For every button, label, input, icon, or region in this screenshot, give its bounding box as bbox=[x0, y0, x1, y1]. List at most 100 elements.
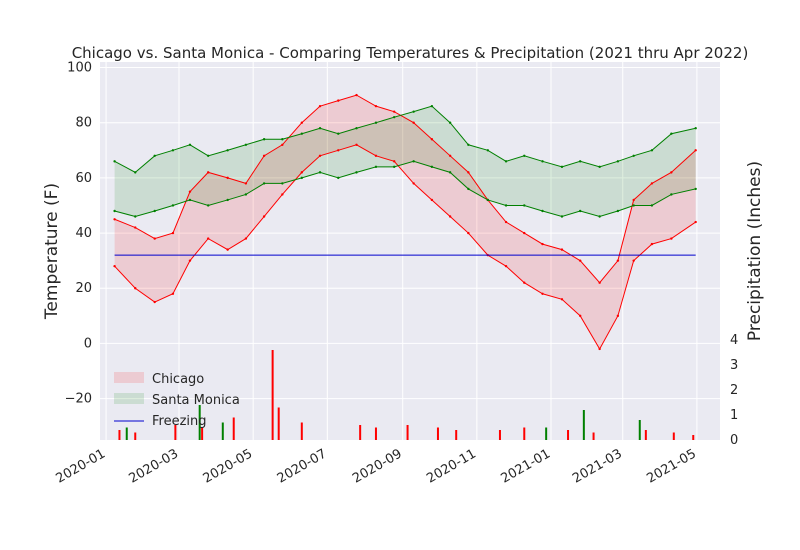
y-tick-label: 40 bbox=[75, 226, 92, 241]
point-high-santa-monica bbox=[262, 138, 266, 141]
point-low-chicago bbox=[300, 171, 304, 174]
precip-bar-chicago bbox=[592, 432, 595, 440]
point-low-chicago bbox=[504, 264, 508, 268]
point-high-santa-monica bbox=[467, 143, 470, 146]
y-axis-ticks: −20 0 20 40 60 80 100 bbox=[65, 61, 92, 407]
point-low-chicago bbox=[598, 347, 601, 351]
point-low-chicago bbox=[467, 231, 470, 235]
band-santa-monica bbox=[114, 106, 696, 217]
y-tick-label: 20 bbox=[75, 281, 92, 296]
point-high-chicago bbox=[467, 171, 470, 174]
point-low-santa-monica bbox=[281, 182, 284, 185]
point-high-chicago bbox=[374, 104, 378, 108]
point-low-santa-monica bbox=[337, 176, 340, 180]
point-high-chicago bbox=[206, 171, 210, 174]
precip-bar-chicago bbox=[374, 427, 377, 440]
point-high-santa-monica bbox=[486, 149, 490, 152]
point-low-santa-monica bbox=[448, 171, 452, 174]
point-high-santa-monica bbox=[523, 154, 526, 158]
point-low-chicago bbox=[153, 300, 156, 304]
legend-swatch-chicago bbox=[114, 372, 144, 383]
point-low-chicago bbox=[244, 237, 248, 240]
point-low-chicago bbox=[171, 292, 175, 295]
line-high-santa-monica bbox=[114, 105, 696, 173]
point-low-chicago bbox=[355, 143, 358, 146]
point-low-santa-monica bbox=[523, 204, 526, 207]
point-low-chicago bbox=[523, 281, 526, 284]
y2-axis-label: Precipitation (Inches) bbox=[745, 161, 765, 341]
precip-bar-chicago bbox=[692, 435, 695, 440]
point-low-santa-monica bbox=[153, 209, 156, 213]
point-high-santa-monica bbox=[448, 121, 452, 124]
point-high-santa-monica bbox=[171, 149, 175, 152]
x-tick-label: 2020-11 bbox=[424, 446, 479, 486]
temperature-bands bbox=[114, 95, 696, 349]
point-high-santa-monica bbox=[430, 104, 434, 108]
point-low-santa-monica bbox=[134, 215, 137, 218]
point-high-santa-monica bbox=[598, 165, 601, 169]
point-high-chicago bbox=[650, 182, 654, 185]
x-tick-label: 2021-03 bbox=[570, 446, 625, 486]
point-high-santa-monica bbox=[113, 160, 116, 163]
point-low-santa-monica bbox=[355, 171, 358, 174]
point-high-santa-monica bbox=[650, 149, 654, 152]
point-high-chicago bbox=[541, 242, 544, 246]
legend-swatch-santa-monica bbox=[114, 393, 144, 404]
point-high-chicago bbox=[694, 149, 697, 152]
point-high-chicago bbox=[598, 281, 601, 284]
point-low-santa-monica bbox=[244, 193, 248, 196]
point-low-chicago bbox=[650, 242, 654, 246]
legend: Chicago Santa Monica Freezing bbox=[114, 372, 240, 429]
point-high-chicago bbox=[113, 218, 116, 221]
point-high-chicago bbox=[318, 104, 322, 108]
point-high-santa-monica bbox=[374, 121, 378, 124]
y2-axis-ticks: 0 1 2 3 4 bbox=[730, 333, 738, 448]
point-low-chicago bbox=[318, 154, 322, 158]
precip-bar-chicago bbox=[672, 432, 675, 440]
point-low-chicago bbox=[670, 237, 673, 240]
line-low-chicago bbox=[114, 144, 696, 350]
point-high-santa-monica bbox=[318, 127, 322, 130]
point-low-santa-monica bbox=[113, 209, 116, 213]
point-high-chicago bbox=[578, 259, 582, 262]
point-high-chicago bbox=[337, 99, 340, 102]
point-high-santa-monica bbox=[504, 160, 508, 163]
point-low-santa-monica bbox=[262, 182, 266, 185]
precipitation-bars bbox=[118, 350, 695, 440]
point-high-chicago bbox=[412, 121, 415, 124]
y-tick-label: 100 bbox=[67, 61, 92, 76]
point-low-chicago bbox=[206, 237, 210, 240]
y-tick-label: −20 bbox=[65, 392, 92, 407]
point-high-chicago bbox=[392, 110, 396, 113]
precip-bar-chicago bbox=[567, 430, 570, 440]
point-low-santa-monica bbox=[616, 209, 620, 213]
point-high-santa-monica bbox=[300, 132, 304, 135]
precip-bar-chicago bbox=[118, 430, 121, 440]
point-high-chicago bbox=[632, 198, 635, 202]
point-high-chicago bbox=[430, 138, 434, 141]
point-high-chicago bbox=[504, 220, 508, 224]
point-low-santa-monica bbox=[374, 165, 378, 169]
point-low-chicago bbox=[412, 182, 415, 185]
point-high-chicago bbox=[355, 93, 358, 97]
point-high-chicago bbox=[616, 259, 620, 262]
point-low-santa-monica bbox=[598, 215, 601, 218]
point-high-santa-monica bbox=[412, 110, 415, 113]
precip-bar-chicago bbox=[201, 427, 204, 440]
point-low-chicago bbox=[262, 215, 266, 218]
precip-bar-chicago bbox=[300, 422, 303, 440]
point-high-santa-monica bbox=[355, 127, 358, 130]
point-high-santa-monica bbox=[244, 143, 248, 146]
y-tick-label: 60 bbox=[75, 171, 92, 186]
precip-bar-santa-monica bbox=[638, 420, 641, 440]
point-low-chicago bbox=[616, 314, 620, 318]
point-low-santa-monica bbox=[412, 160, 415, 163]
x-tick-label: 2020-09 bbox=[350, 446, 405, 486]
y-tick-label: 0 bbox=[84, 336, 92, 351]
x-axis-ticks: 2020-01 2020-03 2020-05 2020-07 2020-09 2020-… bbox=[54, 446, 699, 486]
point-low-chicago bbox=[694, 220, 697, 224]
y2-tick-label: 2 bbox=[730, 383, 738, 398]
point-high-santa-monica bbox=[134, 171, 137, 174]
legend-label-freezing: Freezing bbox=[152, 414, 207, 429]
point-low-chicago bbox=[392, 160, 396, 163]
